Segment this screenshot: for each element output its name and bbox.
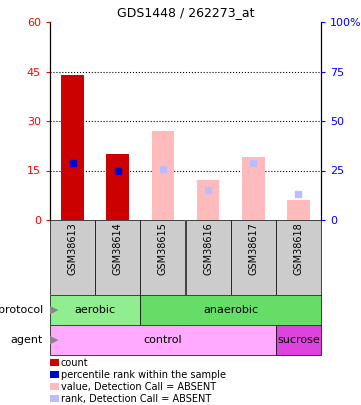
Text: GSM38613: GSM38613	[68, 222, 78, 275]
Text: sucrose: sucrose	[277, 335, 320, 345]
Bar	[231, 220, 276, 295]
Text: ▶: ▶	[50, 335, 58, 345]
Bar	[61, 75, 84, 220]
Bar	[140, 295, 321, 325]
Text: aerobic: aerobic	[75, 305, 116, 315]
Text: count: count	[61, 358, 88, 368]
Text: GSM38615: GSM38615	[158, 222, 168, 275]
Text: ▶: ▶	[50, 305, 58, 315]
Text: anaerobic: anaerobic	[203, 305, 258, 315]
Text: GSM38616: GSM38616	[203, 222, 213, 275]
Text: value, Detection Call = ABSENT: value, Detection Call = ABSENT	[61, 382, 216, 392]
Bar	[152, 131, 174, 220]
Title: GDS1448 / 262273_at: GDS1448 / 262273_at	[117, 6, 254, 19]
Text: agent: agent	[10, 335, 43, 345]
Bar	[186, 220, 231, 295]
Bar	[140, 220, 186, 295]
Text: percentile rank within the sample: percentile rank within the sample	[61, 370, 226, 380]
Bar	[50, 220, 95, 295]
Text: protocol: protocol	[0, 305, 43, 315]
Text: GSM38617: GSM38617	[248, 222, 258, 275]
Bar	[242, 157, 265, 220]
Text: rank, Detection Call = ABSENT: rank, Detection Call = ABSENT	[61, 394, 211, 404]
Text: GSM38618: GSM38618	[293, 222, 303, 275]
Bar	[197, 180, 219, 220]
Bar	[50, 325, 276, 355]
Bar	[287, 200, 310, 220]
Bar	[50, 295, 140, 325]
Bar	[106, 154, 129, 220]
Bar	[95, 220, 140, 295]
Text: control: control	[144, 335, 182, 345]
Text: GSM38614: GSM38614	[113, 222, 123, 275]
Bar	[276, 325, 321, 355]
Bar	[276, 220, 321, 295]
